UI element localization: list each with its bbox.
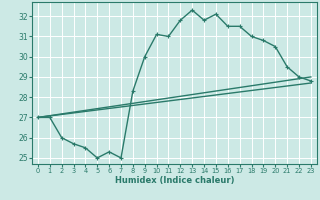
X-axis label: Humidex (Indice chaleur): Humidex (Indice chaleur): [115, 176, 234, 185]
